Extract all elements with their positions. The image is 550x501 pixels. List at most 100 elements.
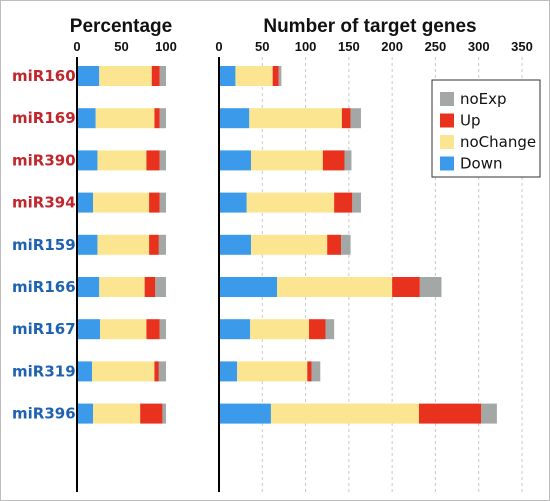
percentage-bar-mir396-down [77,403,94,424]
percentage-bar-mir169-noexp [159,108,166,129]
category-label-mir394: miR394 [12,194,76,212]
percentage-bar-mir396-noexp [162,403,166,424]
target-genes-tick-label: 350 [511,39,533,54]
category-label-mir159: miR159 [12,236,76,254]
percentage-bar-mir159-up [149,234,159,255]
category-label-mir160: miR160 [12,67,76,85]
percentage-bar-mir319-up [154,361,159,382]
percentage-bar-mir319-noexp [158,361,166,382]
percentage-bar-mir319-down [77,361,93,382]
target-genes-tick-label: 250 [425,39,447,54]
percentage-tick-label: 0 [73,39,80,54]
target-genes-bar-mir167-up [309,319,326,340]
target-genes-bar-mir159-noexp [341,234,351,255]
percentage-bar-mir394-nochange [93,192,150,213]
legend-label-down: Down [460,155,503,173]
target-genes-bar-mir159-nochange [251,234,328,255]
percentage-bar-mir394-up [149,192,160,213]
percentage-bar-mir167-down [77,319,101,340]
percentage-bar-mir319-nochange [92,361,155,382]
target-genes-bar-mir166-up [392,277,420,297]
category-label-mir396: miR396 [12,405,76,423]
percentage-bar-mir394-down [77,192,94,213]
percentage-bar-mir159-noexp [158,234,166,255]
target-genes-bar-mir167-nochange [250,319,310,340]
target-genes-bar-mir396-nochange [270,403,419,424]
percentage-bar-mir160-up [151,66,160,86]
target-genes-tick-label: 200 [381,39,403,54]
target-genes-bars [219,66,497,424]
percentage-bar-mir169-down [77,108,96,129]
target-genes-bar-mir169-down [219,108,250,129]
target-genes-bar-mir169-up [341,108,351,129]
category-label-mir319: miR319 [12,362,76,380]
target-genes-bar-mir390-nochange [251,150,323,171]
category-labels: miR160 miR169 miR390 miR394 miR159 miR166 miR1… [12,67,76,423]
percentage-bar-mir169-up [154,108,160,129]
percentage-tick-label: 100 [155,39,177,54]
legend-swatch-up [440,113,454,128]
category-label-mir167: miR167 [12,320,76,338]
percentage-bar-mir160-nochange [99,66,152,86]
target-genes-bar-mir169-noexp [350,108,361,129]
target-genes-bar-mir390-down [219,150,252,171]
percentage-bars [77,66,166,424]
percentage-bar-mir166-up [144,277,156,297]
target-genes-tick-label: 300 [468,39,490,54]
percentage-tick-label: 50 [114,39,128,54]
percentage-bar-mir166-noexp [155,277,166,297]
target-genes-bar-mir394-up [334,192,353,213]
target-genes-tick-label: 100 [295,39,317,54]
percentage-bar-mir167-nochange [100,319,147,340]
category-label-mir169: miR169 [12,109,76,127]
category-label-mir390: miR390 [12,151,76,169]
percentage-bar-mir396-up [140,403,163,424]
target-genes-bar-mir160-up [272,66,279,86]
target-genes-bar-mir166-noexp [419,277,442,297]
percentage-axis-ticks: 0 50 100 [73,39,176,54]
target-genes-bar-mir167-down [219,319,251,340]
target-genes-bar-mir319-down [219,361,238,382]
percentage-bar-mir160-noexp [159,66,166,86]
percentage-bar-mir167-up [146,319,160,340]
percentage-bar-mir160-down [77,66,100,86]
percentage-bar-mir159-down [77,234,98,255]
percentage-bar-mir394-noexp [159,192,166,213]
target-genes-axis-ticks: 0 50 100 150 200 250 300 350 [215,39,532,54]
target-genes-bar-mir319-nochange [237,361,308,382]
target-genes-bar-mir319-noexp [311,361,321,382]
target-genes-chart-title: Number of target genes [263,16,476,37]
legend-swatch-down [440,156,454,171]
target-genes-bar-mir166-down [219,277,278,297]
target-genes-bar-mir169-nochange [249,108,342,129]
legend-label-up: Up [460,112,481,130]
legend-label-nochange: noChange [460,133,536,151]
target-genes-bar-mir166-nochange [277,277,393,297]
legend-swatch-nochange [440,135,454,149]
percentage-chart-title: Percentage [70,16,172,37]
percentage-bar-mir159-nochange [97,234,150,255]
percentage-bar-mir166-down [77,277,100,297]
target-genes-bar-mir394-noexp [352,192,361,213]
legend-label-noexp: noExp [460,90,507,108]
percentage-bar-mir390-noexp [159,150,166,171]
target-genes-bar-mir396-noexp [481,403,497,424]
category-label-mir166: miR166 [12,278,76,296]
percentage-bar-mir390-up [146,150,160,171]
percentage-bar-mir390-down [77,150,98,171]
percentage-bar-mir169-nochange [95,108,155,129]
target-genes-tick-label: 150 [338,39,360,54]
target-genes-bar-mir160-noexp [278,66,282,86]
target-genes-tick-label: 0 [215,39,222,54]
percentage-bar-mir390-nochange [97,150,147,171]
percentage-bar-mir396-nochange [93,403,141,424]
target-genes-bar-mir394-nochange [246,192,335,213]
target-genes-bar-mir390-noexp [344,150,352,171]
percentage-bar-mir167-noexp [159,319,166,340]
target-genes-bar-mir390-up [322,150,345,171]
target-genes-bar-mir160-nochange [235,66,273,86]
legend: noExp Up noChange Down [431,79,541,178]
target-genes-bar-mir160-down [219,66,236,86]
target-genes-bar-mir159-down [219,234,252,255]
